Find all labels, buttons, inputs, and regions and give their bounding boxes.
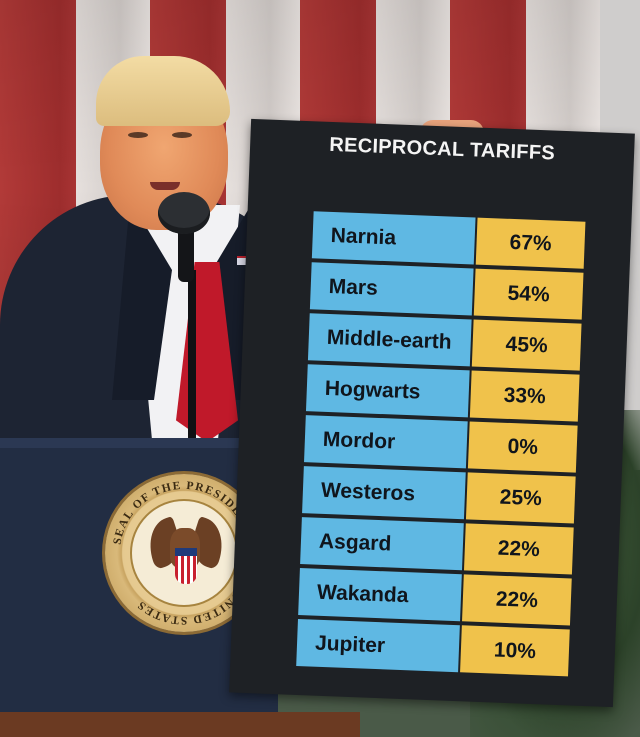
- tariff-table: Narnia 67% Mars 54% Middle-earth 45% Hogwarts 3…: [296, 211, 586, 680]
- tariff-row: Hogwarts 33%: [305, 364, 580, 422]
- tariff-country: Jupiter: [296, 619, 460, 673]
- tariff-country: Mordor: [304, 415, 468, 469]
- podium-base: [0, 712, 360, 737]
- tariff-rate: 33%: [469, 370, 580, 422]
- tariff-country: Asgard: [300, 517, 464, 571]
- tariff-rate: 22%: [462, 574, 572, 626]
- tariff-rate: 0%: [467, 421, 578, 473]
- speaker-hair: [96, 56, 230, 126]
- tariff-row: Asgard 22%: [300, 517, 574, 575]
- tariff-row: Mordor 0%: [304, 415, 578, 473]
- tariff-country: Mars: [309, 262, 474, 316]
- tariff-rate: 67%: [475, 217, 586, 269]
- flag-pin: [237, 256, 246, 265]
- microphone: [158, 192, 210, 234]
- microphone-stand: [188, 270, 196, 450]
- tariff-row: Wakanda 22%: [298, 568, 572, 626]
- tariff-row: Middle-earth 45%: [307, 313, 582, 371]
- tariff-rate: 22%: [463, 523, 574, 575]
- tariff-row: Jupiter 10%: [296, 619, 570, 677]
- tariff-country: Middle-earth: [307, 313, 472, 367]
- tariff-country: Hogwarts: [305, 364, 470, 418]
- tariff-rate: 45%: [471, 319, 582, 371]
- tariff-row: Westeros 25%: [302, 466, 576, 524]
- tariff-sign: RECIPROCAL TARIFFS Narnia 67% Mars 54% Middl…: [229, 118, 635, 708]
- tariff-country: Westeros: [302, 466, 466, 520]
- sign-title: RECIPROCAL TARIFFS: [328, 133, 556, 165]
- tariff-rate: 54%: [473, 268, 584, 320]
- seal-shield: [175, 548, 197, 584]
- tariff-country: Narnia: [311, 211, 476, 265]
- tariff-row: Narnia 67%: [311, 211, 586, 269]
- tariff-rate: 25%: [465, 472, 576, 524]
- tariff-row: Mars 54%: [309, 262, 584, 320]
- tariff-country: Wakanda: [298, 568, 462, 622]
- tariff-rate: 10%: [460, 625, 570, 677]
